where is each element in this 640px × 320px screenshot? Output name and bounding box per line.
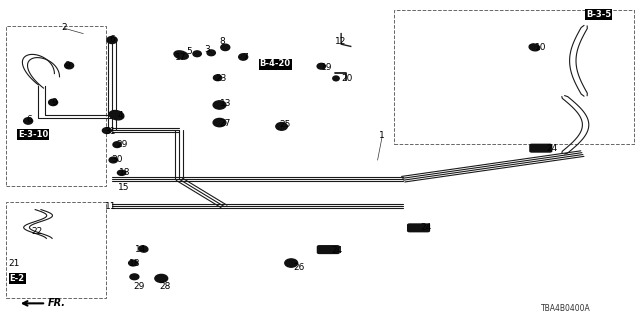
Text: 7: 7 xyxy=(243,53,248,62)
Ellipse shape xyxy=(118,170,125,175)
Text: 11: 11 xyxy=(105,202,116,211)
Bar xyxy=(6,202,106,298)
FancyBboxPatch shape xyxy=(530,144,552,152)
Text: 20: 20 xyxy=(342,74,353,83)
Text: B-4-20: B-4-20 xyxy=(260,60,291,68)
Text: 2: 2 xyxy=(61,23,67,32)
Ellipse shape xyxy=(276,123,287,130)
Ellipse shape xyxy=(239,54,248,60)
Ellipse shape xyxy=(529,44,540,51)
Text: 25: 25 xyxy=(279,120,291,129)
Ellipse shape xyxy=(113,142,122,148)
Ellipse shape xyxy=(102,128,111,133)
Bar xyxy=(6,26,106,186)
Text: 8: 8 xyxy=(220,37,225,46)
Text: 21: 21 xyxy=(8,260,20,268)
Text: 12: 12 xyxy=(335,37,347,46)
Ellipse shape xyxy=(49,99,58,106)
Text: 24: 24 xyxy=(546,144,557,153)
Ellipse shape xyxy=(109,110,124,120)
Text: 15: 15 xyxy=(118,183,129,192)
FancyBboxPatch shape xyxy=(408,224,429,232)
Text: 31: 31 xyxy=(104,127,116,136)
Ellipse shape xyxy=(213,101,226,109)
Ellipse shape xyxy=(174,51,188,59)
Ellipse shape xyxy=(221,44,230,51)
Text: 23: 23 xyxy=(215,74,227,83)
Ellipse shape xyxy=(107,36,117,44)
Text: 24: 24 xyxy=(420,223,431,232)
Ellipse shape xyxy=(139,246,148,252)
Ellipse shape xyxy=(155,274,168,282)
Text: 5: 5 xyxy=(187,47,192,56)
Text: B-3-5: B-3-5 xyxy=(586,10,611,19)
Text: 6: 6 xyxy=(109,36,115,44)
Text: 29: 29 xyxy=(134,282,145,291)
Ellipse shape xyxy=(285,259,298,267)
Text: 26: 26 xyxy=(294,263,305,272)
Text: 10: 10 xyxy=(535,44,547,52)
Ellipse shape xyxy=(213,118,226,127)
FancyBboxPatch shape xyxy=(317,246,339,253)
Text: 4: 4 xyxy=(118,111,123,120)
Text: TBA4B0400A: TBA4B0400A xyxy=(541,304,591,313)
Text: 17: 17 xyxy=(175,53,187,62)
Text: 13: 13 xyxy=(220,100,231,108)
Text: 29: 29 xyxy=(116,140,127,149)
Text: 3: 3 xyxy=(204,45,209,54)
Text: 22: 22 xyxy=(31,228,43,236)
Ellipse shape xyxy=(129,260,138,266)
Text: 9: 9 xyxy=(65,61,70,70)
Text: 19: 19 xyxy=(321,63,332,72)
Ellipse shape xyxy=(193,51,201,57)
Text: 28: 28 xyxy=(159,282,171,291)
Text: 6: 6 xyxy=(26,116,31,124)
Ellipse shape xyxy=(207,50,215,56)
Text: 14: 14 xyxy=(135,245,147,254)
Ellipse shape xyxy=(109,157,118,163)
Ellipse shape xyxy=(24,118,33,124)
Text: FR.: FR. xyxy=(48,298,66,308)
Text: 1: 1 xyxy=(380,132,385,140)
Text: 18: 18 xyxy=(119,168,131,177)
Ellipse shape xyxy=(317,63,326,69)
Text: E-3-10: E-3-10 xyxy=(18,130,49,139)
Text: E-2: E-2 xyxy=(10,274,25,283)
Text: 18: 18 xyxy=(129,260,140,268)
Bar xyxy=(394,10,634,144)
Ellipse shape xyxy=(130,274,139,280)
Ellipse shape xyxy=(333,76,339,81)
Text: 30: 30 xyxy=(111,156,123,164)
Text: 9: 9 xyxy=(52,98,57,107)
Text: 27: 27 xyxy=(220,119,231,128)
Ellipse shape xyxy=(65,62,74,69)
Ellipse shape xyxy=(214,75,222,81)
Text: 24: 24 xyxy=(332,246,343,255)
